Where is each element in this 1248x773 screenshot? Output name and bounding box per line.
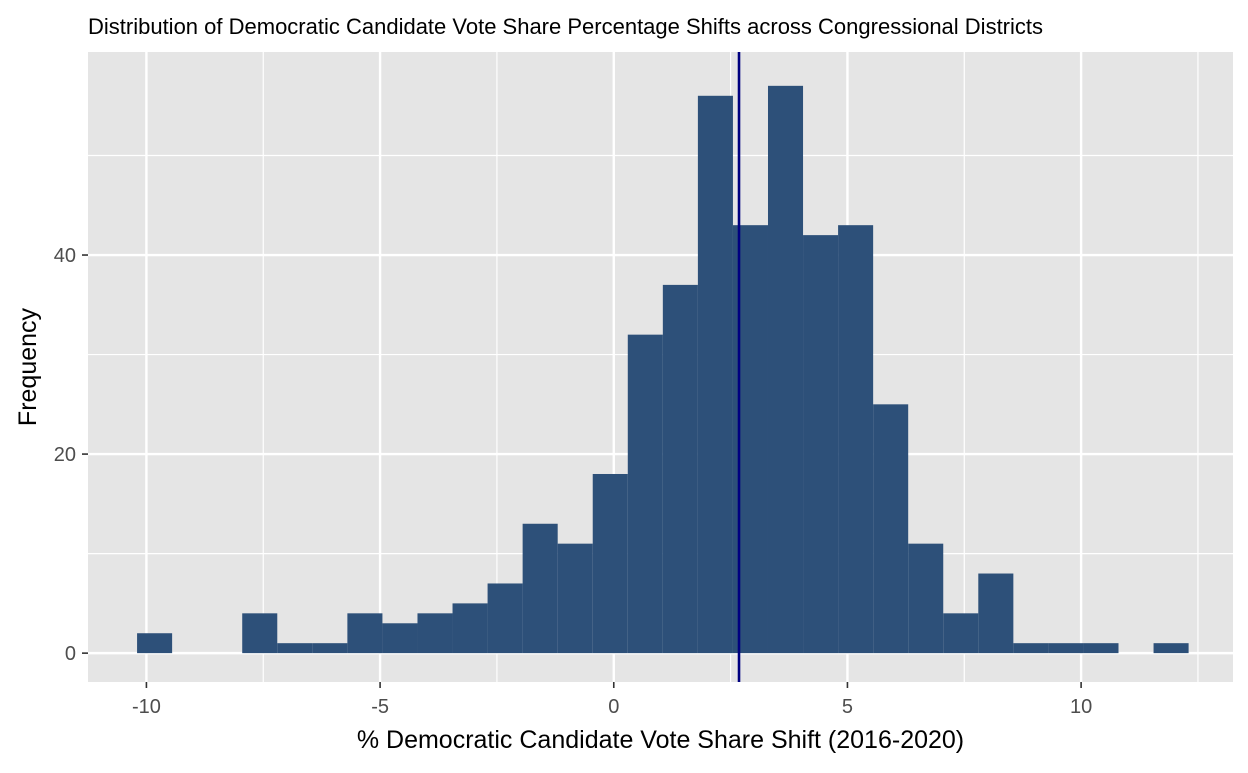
histogram-bar [943, 613, 979, 654]
histogram-bar [1153, 643, 1189, 654]
x-tick-label: -10 [132, 696, 161, 718]
chart-title: Distribution of Democratic Candidate Vot… [88, 14, 1043, 39]
x-axis: -10 -5 0 5 10 [132, 682, 1092, 718]
histogram-bar [1013, 643, 1049, 654]
histogram-bar [838, 225, 874, 654]
histogram-bar [697, 95, 733, 654]
histogram-bar [1048, 643, 1084, 654]
histogram-bar [452, 603, 488, 654]
histogram-bar [978, 573, 1014, 654]
x-tick-label: -5 [371, 696, 389, 718]
histogram-bar [557, 543, 593, 654]
histogram-bar [382, 623, 418, 654]
y-axis: 0 20 40 [54, 245, 88, 665]
histogram-bar [908, 543, 944, 654]
x-tick-label: 5 [842, 696, 853, 718]
histogram-bar [803, 235, 839, 654]
histogram-bar [627, 334, 663, 654]
histogram-bars [137, 85, 1189, 654]
histogram-bar [662, 284, 698, 654]
y-tick-label: 40 [54, 245, 76, 267]
histogram-bar [592, 473, 628, 654]
histogram-bar [767, 85, 804, 654]
histogram-bar [1083, 643, 1119, 654]
histogram-bar [417, 613, 453, 654]
histogram-bar [873, 404, 909, 654]
histogram-bar [347, 613, 383, 654]
y-tick-label: 0 [65, 643, 76, 665]
histogram-bar [242, 613, 278, 654]
histogram-bar [522, 523, 558, 654]
x-axis-title: % Democratic Candidate Vote Share Shift … [357, 726, 964, 754]
x-tick-label: 0 [608, 696, 619, 718]
y-axis-title: Frequency [14, 307, 42, 426]
histogram-bar [487, 583, 523, 654]
x-tick-label: 10 [1070, 696, 1092, 718]
histogram-bar [137, 633, 173, 654]
histogram-bar [312, 643, 348, 654]
histogram-bar [277, 643, 313, 654]
y-tick-label: 20 [54, 444, 76, 466]
